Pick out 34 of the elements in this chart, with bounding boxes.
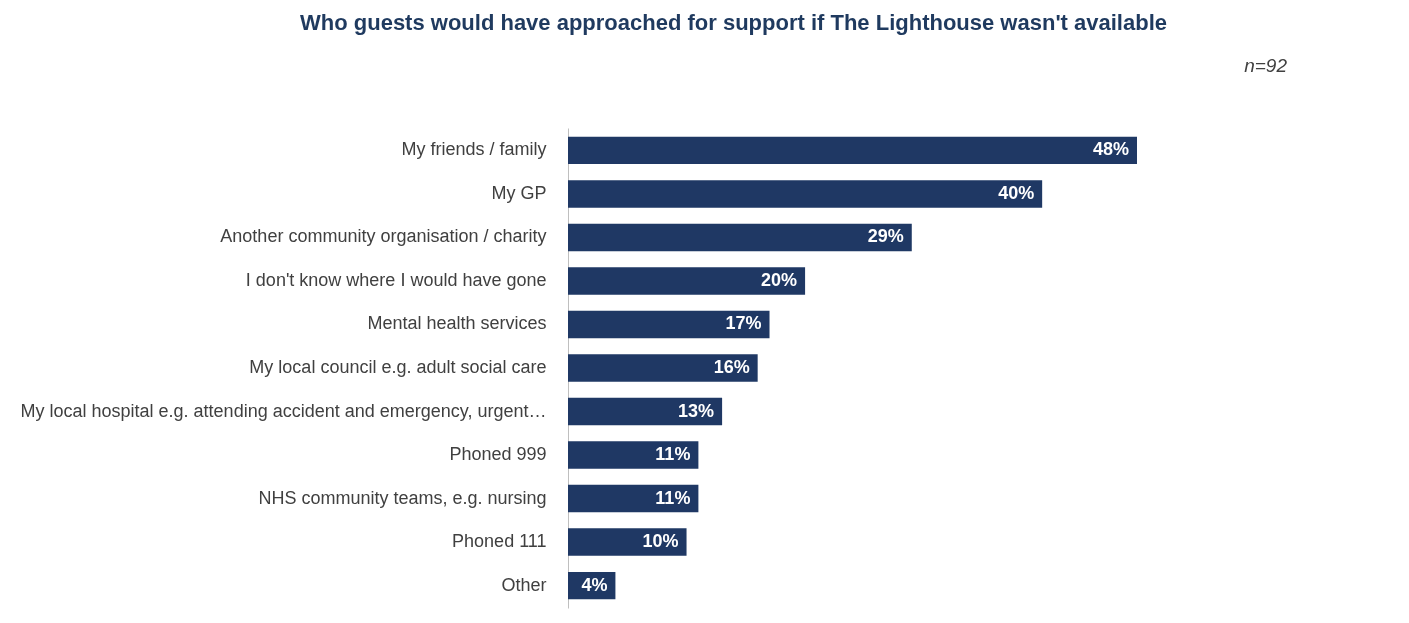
data-label: 11% <box>655 487 691 508</box>
y-tick-label: Phoned 999 <box>449 444 547 465</box>
bar <box>568 441 699 469</box>
chart-title: Who guests would have approached for support if The Lighthouse wasn't available <box>300 10 1168 35</box>
data-label: 11% <box>655 444 691 465</box>
data-label: 4% <box>581 574 608 595</box>
y-tick-label: Another community organisation / charity <box>220 226 547 247</box>
data-label: 40% <box>998 182 1035 203</box>
data-label: 20% <box>761 269 798 290</box>
data-label: 29% <box>867 226 904 247</box>
y-tick-label: My GP <box>491 182 547 203</box>
data-label: 48% <box>1092 139 1129 160</box>
y-tick-label: NHS community teams, e.g. nursing <box>258 487 547 508</box>
data-label: 13% <box>678 400 715 421</box>
y-tick-label: Phoned 111 <box>452 531 547 552</box>
y-tick-label: My local council e.g. adult social care <box>249 357 547 377</box>
bar <box>568 484 699 513</box>
y-tick-label: Mental health services <box>367 313 547 334</box>
data-label: 10% <box>642 531 679 552</box>
y-tick-label: My friends / family <box>401 139 547 160</box>
bar <box>568 223 912 252</box>
y-tick-label: I don't know where I would have gone <box>245 269 547 290</box>
bar <box>568 136 1137 165</box>
y-tick-label: My local hospital e.g. attending accident and emergency, urgent… <box>20 400 547 421</box>
bar <box>568 354 758 382</box>
text: n=92 <box>1244 55 1288 76</box>
bar <box>568 180 1043 208</box>
data-label: 16% <box>713 357 750 377</box>
y-tick-label: Other <box>501 574 547 595</box>
bar <box>568 397 723 426</box>
bar <box>568 310 770 339</box>
data-label: 17% <box>725 313 762 334</box>
bar <box>568 528 687 556</box>
bar <box>568 267 806 295</box>
